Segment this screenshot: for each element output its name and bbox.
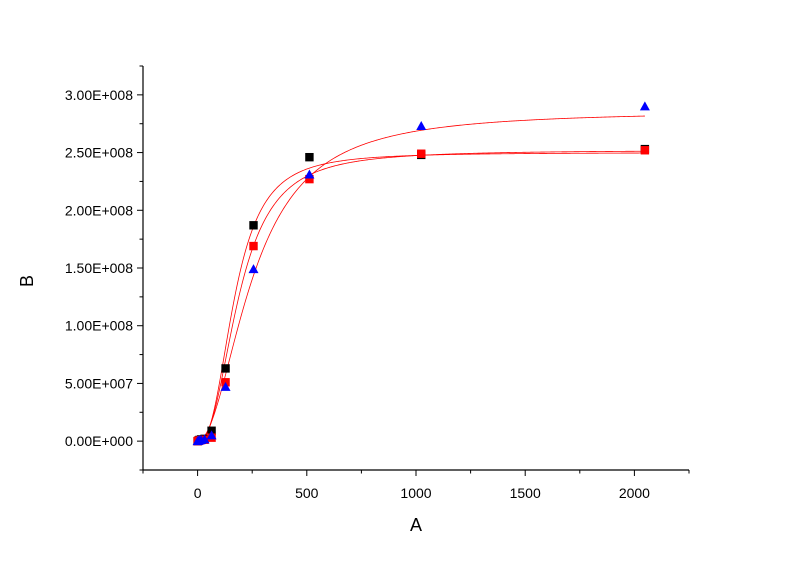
axes: 0 500 1000 1500 2000 0.00E+000 5.00E+007 1.00E+… bbox=[65, 65, 690, 501]
data-point-series-3 bbox=[199, 434, 210, 444]
y-tick-label: 1.50E+008 bbox=[65, 260, 133, 276]
data-point-series-3 bbox=[639, 101, 650, 111]
y-tick-label: 3.00E+008 bbox=[65, 87, 133, 103]
data-point-series-3 bbox=[220, 381, 231, 391]
data-points bbox=[192, 101, 650, 446]
x-axis-title: A bbox=[410, 515, 422, 535]
x-tick-label: 1500 bbox=[510, 485, 541, 501]
data-point-series-1 bbox=[305, 152, 314, 162]
fit-curve-3 bbox=[197, 115, 645, 442]
y-tick-label: 0.00E+000 bbox=[65, 433, 133, 449]
y-tick-label: 2.50E+008 bbox=[65, 145, 133, 161]
data-point-series-3 bbox=[304, 169, 315, 179]
data-point-series-2 bbox=[249, 241, 258, 251]
data-point-series-1 bbox=[249, 221, 258, 230]
data-point-series-2 bbox=[640, 146, 650, 155]
x-tick-label: 500 bbox=[295, 485, 319, 501]
fit-curve-1 bbox=[197, 152, 645, 442]
y-tick-label: 5.00E+007 bbox=[65, 375, 133, 391]
fit-curve-2 bbox=[197, 150, 645, 442]
data-point-series-2 bbox=[305, 174, 314, 184]
data-point-series-3 bbox=[206, 430, 217, 440]
data-point-series-1 bbox=[221, 364, 230, 373]
y-tick-label: 2.00E+008 bbox=[65, 202, 133, 218]
y-tick-label: 1.00E+008 bbox=[65, 318, 133, 334]
data-point-series-2 bbox=[417, 149, 426, 158]
data-point-series-3 bbox=[416, 121, 427, 131]
fit-curves bbox=[197, 115, 645, 442]
x-tick-label: 2000 bbox=[619, 485, 650, 501]
data-point-series-3 bbox=[248, 264, 259, 274]
x-tick-label: 0 bbox=[194, 485, 202, 501]
y-axis-title: B bbox=[17, 275, 37, 287]
x-tick-label: 1000 bbox=[400, 485, 431, 501]
